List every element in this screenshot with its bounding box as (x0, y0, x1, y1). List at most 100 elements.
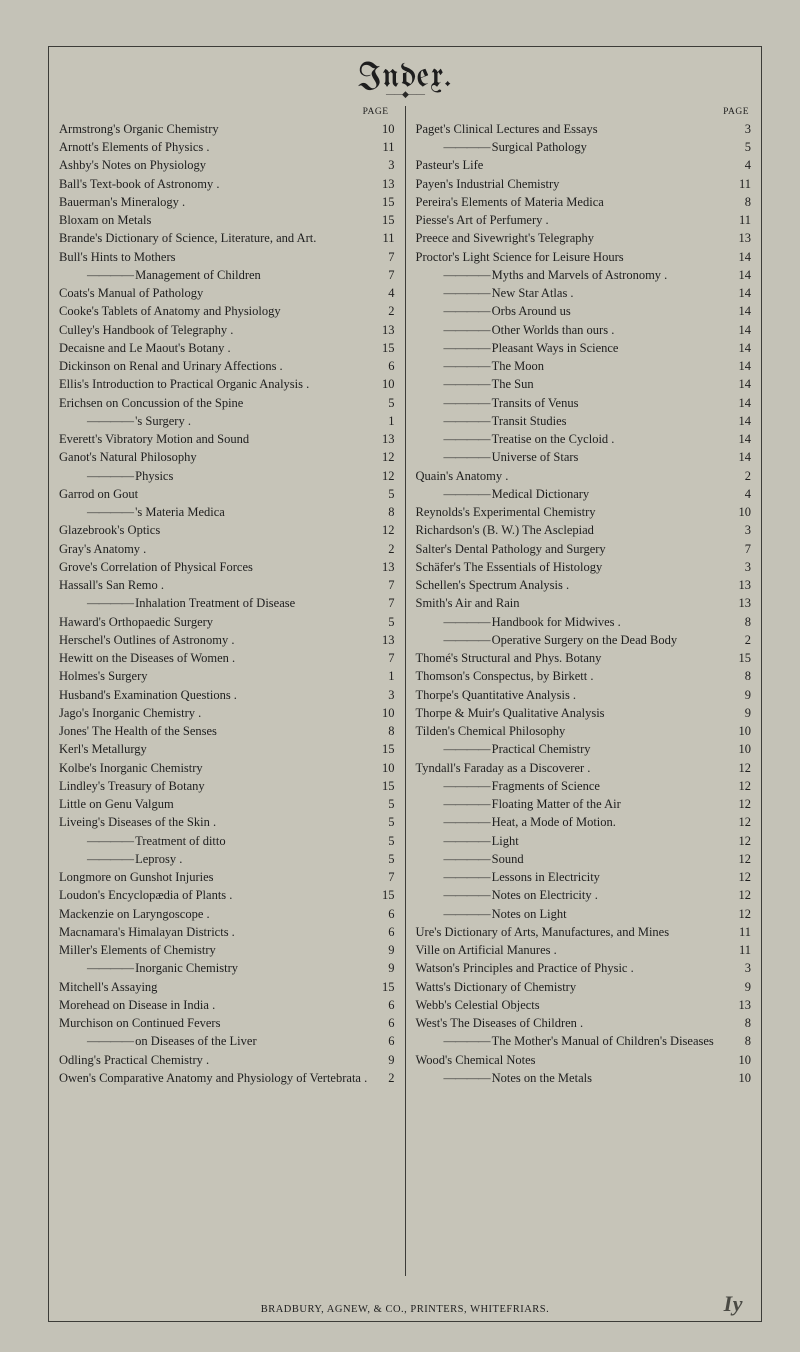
entry-page: 8 (733, 613, 751, 631)
entry-page: 3 (377, 156, 395, 174)
index-entry: Floating Matter of the Air12 (416, 795, 752, 813)
entry-page: 15 (377, 886, 395, 904)
entry-title: 's Materia Medica (87, 503, 377, 521)
entry-page: 7 (377, 576, 395, 594)
index-entry: Myths and Marvels of Astronomy .14 (416, 266, 752, 284)
index-entry: Payen's Industrial Chemistry11 (416, 175, 752, 193)
index-entry: Sound12 (416, 850, 752, 868)
entry-title: Light (444, 832, 734, 850)
entry-page: 10 (377, 759, 395, 777)
entry-page: 8 (733, 1014, 751, 1032)
index-entry: Murchison on Continued Fevers6 (59, 1014, 395, 1032)
entry-page: 5 (377, 832, 395, 850)
index-entry: Herschel's Outlines of Astronomy .13 (59, 631, 395, 649)
entry-title: The Moon (444, 357, 734, 375)
index-entry: Armstrong's Organic Chemistry10 (59, 120, 395, 138)
entry-page: 14 (733, 357, 751, 375)
entry-title: Floating Matter of the Air (444, 795, 734, 813)
entry-title: Notes on Light (444, 905, 734, 923)
entry-page: 12 (733, 868, 751, 886)
entry-page: 10 (377, 704, 395, 722)
entry-title: Thomé's Structural and Phys. Botany (416, 649, 734, 667)
index-entry: Leprosy .5 (59, 850, 395, 868)
entry-page: 12 (733, 850, 751, 868)
entry-page: 2 (733, 631, 751, 649)
entry-title: 's Surgery . (87, 412, 377, 430)
entry-page: 10 (733, 740, 751, 758)
entry-title: Murchison on Continued Fevers (59, 1014, 377, 1032)
entry-page: 8 (377, 503, 395, 521)
entry-page: 1 (377, 667, 395, 685)
entry-title: Owen's Comparative Anatomy and Physiolog… (59, 1069, 377, 1087)
page-header-left: PAGE (59, 106, 395, 120)
index-entry: Thorpe's Quantitative Analysis .9 (416, 686, 752, 704)
index-entry: Kolbe's Inorganic Chemistry10 (59, 759, 395, 777)
entry-page: 10 (377, 120, 395, 138)
index-entry: Practical Chemistry10 (416, 740, 752, 758)
index-entry: Piesse's Art of Perfumery .11 (416, 211, 752, 229)
entry-page: 2 (377, 302, 395, 320)
entry-title: Mackenzie on Laryngoscope . (59, 905, 377, 923)
entry-title: Treatise on the Cycloid . (444, 430, 734, 448)
entry-title: Hassall's San Remo . (59, 576, 377, 594)
index-entry: Tyndall's Faraday as a Discoverer .12 (416, 759, 752, 777)
entry-title: Haward's Orthopaedic Surgery (59, 613, 377, 631)
index-entry: Treatise on the Cycloid .14 (416, 430, 752, 448)
index-entry: Decaisne and Le Maout's Botany .15 (59, 339, 395, 357)
index-entry: Little on Genu Valgum5 (59, 795, 395, 813)
index-entry: Watson's Principles and Practice of Phys… (416, 959, 752, 977)
entry-page: 4 (733, 485, 751, 503)
page-header-right: PAGE (416, 106, 752, 120)
index-entry: Glazebrook's Optics12 (59, 521, 395, 539)
index-entry: Pereira's Elements of Materia Medica8 (416, 193, 752, 211)
ornament: ——◆—— (59, 89, 751, 100)
entry-title: Watson's Principles and Practice of Phys… (416, 959, 734, 977)
entry-title: Universe of Stars (444, 448, 734, 466)
entry-title: Hewitt on the Diseases of Women . (59, 649, 377, 667)
index-entry: Lindley's Treasury of Botany15 (59, 777, 395, 795)
entry-page: 12 (733, 759, 751, 777)
entry-title: Schellen's Spectrum Analysis . (416, 576, 734, 594)
entry-title: Dickinson on Renal and Urinary Affection… (59, 357, 377, 375)
entry-title: Smith's Air and Rain (416, 594, 734, 612)
entry-title: Armstrong's Organic Chemistry (59, 120, 377, 138)
entry-title: Longmore on Gunshot Injuries (59, 868, 377, 886)
entry-title: West's The Diseases of Children . (416, 1014, 734, 1032)
entry-page: 3 (733, 558, 751, 576)
index-entry: Thomson's Conspectus, by Birkett .8 (416, 667, 752, 685)
index-entry: Pasteur's Life4 (416, 156, 752, 174)
entry-page: 6 (377, 923, 395, 941)
entry-page: 5 (377, 850, 395, 868)
entry-page: 13 (377, 430, 395, 448)
entry-page: 12 (377, 467, 395, 485)
index-entry: The Moon14 (416, 357, 752, 375)
index-entry: Transits of Venus14 (416, 394, 752, 412)
entry-title: Pasteur's Life (416, 156, 734, 174)
index-entry: Ball's Text-book of Astronomy .13 (59, 175, 395, 193)
entry-page: 13 (377, 175, 395, 193)
entry-page: 9 (377, 941, 395, 959)
entry-title: Everett's Vibratory Motion and Sound (59, 430, 377, 448)
entry-page: 13 (733, 229, 751, 247)
entry-page: 12 (733, 813, 751, 831)
entry-page: 10 (733, 503, 751, 521)
entry-title: Herschel's Outlines of Astronomy . (59, 631, 377, 649)
entry-title: Transit Studies (444, 412, 734, 430)
entry-title: Ellis's Introduction to Practical Organi… (59, 375, 377, 393)
entry-title: Sound (444, 850, 734, 868)
entry-page: 2 (377, 540, 395, 558)
entry-title: Medical Dictionary (444, 485, 734, 503)
entry-page: 5 (733, 138, 751, 156)
entry-page: 12 (733, 832, 751, 850)
entry-page: 2 (377, 1069, 395, 1087)
index-entry: Hewitt on the Diseases of Women .7 (59, 649, 395, 667)
index-entry: Erichsen on Concussion of the Spine5 (59, 394, 395, 412)
entry-title: Operative Surgery on the Dead Body (444, 631, 734, 649)
entry-title: Other Worlds than ours . (444, 321, 734, 339)
entry-title: Loudon's Encyclopædia of Plants . (59, 886, 377, 904)
index-entry: Paget's Clinical Lectures and Essays3 (416, 120, 752, 138)
entry-page: 6 (377, 1032, 395, 1050)
entry-title: The Sun (444, 375, 734, 393)
index-entry: Webb's Celestial Objects13 (416, 996, 752, 1014)
entry-page: 14 (733, 412, 751, 430)
